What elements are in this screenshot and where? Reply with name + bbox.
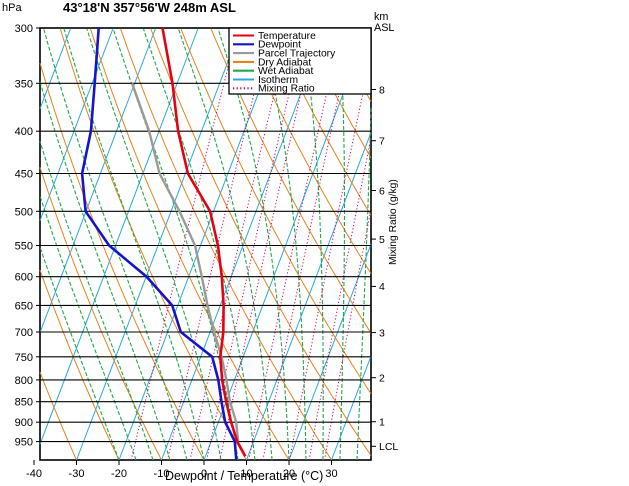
svg-text:8: 8 [379,84,385,96]
svg-text:550: 550 [15,241,33,253]
svg-text:600: 600 [15,272,33,284]
svg-text:400: 400 [15,126,33,138]
svg-text:30: 30 [325,468,337,480]
svg-text:-30: -30 [69,468,85,480]
svg-text:650: 650 [15,300,33,312]
svg-text:7: 7 [379,136,385,148]
svg-text:-40: -40 [26,468,42,480]
svg-text:850: 850 [15,397,33,409]
svg-text:Mixing Ratio (g/kg): Mixing Ratio (g/kg) [388,179,399,265]
svg-text:450: 450 [15,169,33,181]
svg-text:750: 750 [15,352,33,364]
svg-text:950: 950 [15,437,33,449]
svg-text:2: 2 [379,373,385,385]
svg-text:500: 500 [15,206,33,218]
svg-text:700: 700 [15,327,33,339]
svg-text:350: 350 [15,78,33,90]
svg-text:LCL: LCL [379,441,398,453]
svg-text:-20: -20 [111,468,127,480]
svg-text:4: 4 [379,281,385,293]
svg-text:ASL: ASL [374,22,394,34]
svg-text:Dewpoint / Temperature (°C): Dewpoint / Temperature (°C) [165,469,323,483]
svg-text:6: 6 [379,185,385,197]
svg-text:800: 800 [15,375,33,387]
svg-text:hPa: hPa [2,2,22,14]
svg-text:1: 1 [379,417,385,429]
svg-text:900: 900 [15,417,33,429]
svg-text:Mixing Ratio: Mixing Ratio [258,84,315,95]
svg-text:43°18'N 357°56'W 248m ASL: 43°18'N 357°56'W 248m ASL [63,0,236,15]
svg-text:300: 300 [15,23,33,35]
svg-text:5: 5 [379,234,385,246]
svg-text:3: 3 [379,327,385,339]
